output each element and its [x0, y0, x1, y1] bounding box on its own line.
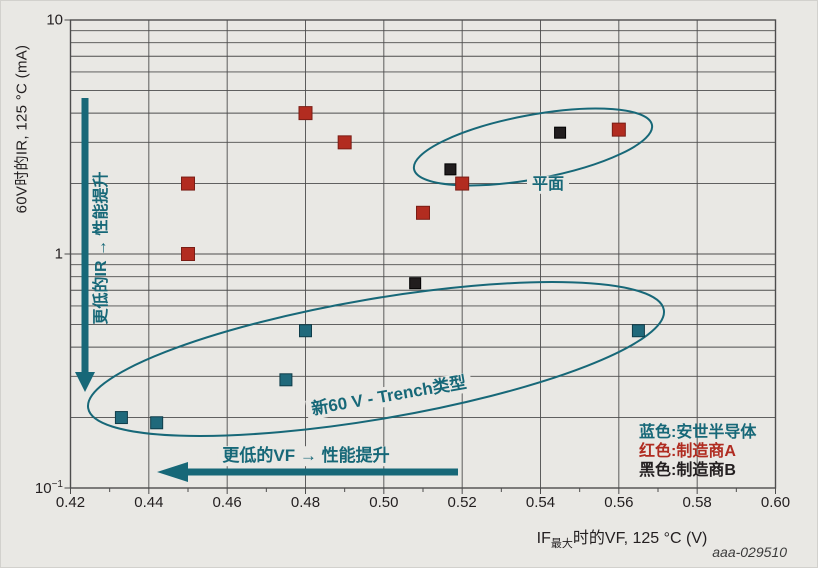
x-tick-label: 0.58: [682, 494, 712, 511]
annotation-lower-vf-label: 更低的VF → 性能提升: [217, 446, 395, 466]
y-axis-title: 60V时的IR, 125 °C (mA): [13, 44, 31, 214]
data-point-series-0: [299, 324, 312, 338]
x-tick-label: 0.48: [290, 494, 321, 511]
x-tick-label: 0.54: [525, 494, 556, 511]
x-tick-label: 0.60: [760, 494, 791, 511]
legend-item-manufacturer-a: 红色:制造商A: [639, 443, 736, 460]
y-tick-label: 10: [46, 11, 63, 29]
data-point-series-1: [181, 247, 195, 261]
data-point-series-2: [554, 126, 567, 139]
data-point-series-2: [409, 277, 422, 290]
annotation-planar-label: 平面: [526, 175, 570, 195]
x-tick-label: 0.42: [55, 494, 86, 511]
x-axis-title-prefix: IF: [536, 530, 551, 547]
data-point-series-0: [150, 416, 164, 430]
x-axis-title: IF最大时的VF, 125 °C (V): [537, 524, 708, 551]
data-point-series-1: [337, 135, 352, 150]
data-point-series-0: [631, 324, 645, 338]
data-point-series-1: [611, 122, 626, 137]
group-ellipse-trench: [86, 281, 666, 437]
legend-item-manufacturer-b: 黑色:制造商B: [639, 462, 736, 479]
plot-border: [69, 19, 777, 489]
annotation-lower-ir-label: 更低的IR → 性能提升: [93, 171, 110, 325]
data-point-series-1: [181, 176, 195, 191]
x-tick-label: 0.50: [369, 494, 399, 511]
y-tick-label: 10−1: [34, 479, 63, 497]
lower-vf-arrow-head: [157, 462, 188, 482]
data-point-series-1: [298, 106, 313, 121]
lower-vf-arrow-shaft: [188, 468, 458, 476]
x-tick-label: 0.46: [212, 494, 242, 511]
y-tick-label: 1: [54, 245, 63, 263]
x-axis-title-subscript: 最大: [550, 538, 573, 551]
data-point-series-1: [416, 205, 430, 220]
x-tick-label: 0.44: [134, 494, 164, 511]
lower-ir-arrow-head: [75, 372, 95, 392]
legend-item-nexperia: 蓝色:安世半导体: [639, 424, 757, 441]
data-point-series-2: [444, 163, 457, 176]
figure-code: aaa-029510: [712, 544, 787, 560]
x-tick-label: 0.56: [604, 494, 634, 511]
data-point-series-0: [279, 373, 293, 387]
data-point-series-1: [455, 176, 470, 191]
x-tick-label: 0.52: [447, 494, 477, 511]
x-axis-title-suffix: 时的VF, 125 °C (V): [572, 530, 708, 547]
legend: 蓝色:安世半导体 红色:制造商A 黑色:制造商B: [639, 423, 756, 480]
data-point-series-0: [114, 411, 128, 425]
lower-ir-arrow-shaft: [81, 98, 89, 372]
